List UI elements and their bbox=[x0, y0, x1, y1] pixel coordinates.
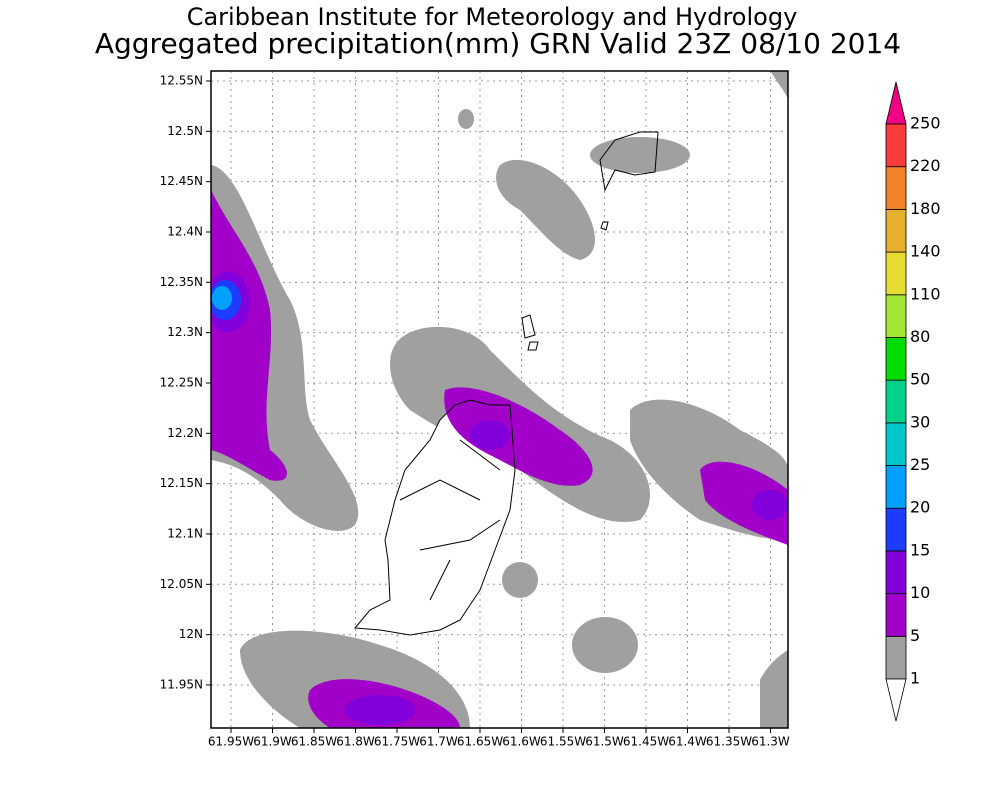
colorbar-box bbox=[885, 550, 907, 595]
colorbar-box bbox=[885, 123, 907, 168]
colorbar-label: 180 bbox=[910, 199, 941, 218]
colorbar-label: 10 bbox=[910, 583, 930, 602]
lon-label: 61.75W bbox=[374, 735, 420, 749]
lon-label: 61.45W bbox=[623, 735, 669, 749]
colorbar-label: 25 bbox=[910, 455, 930, 474]
colorbar-box bbox=[885, 251, 907, 296]
colorbar-box bbox=[885, 208, 907, 253]
colorbar-box bbox=[885, 379, 907, 424]
subtitle: Aggregated precipitation(mm) GRN Valid 2… bbox=[95, 27, 901, 60]
colorbar-label: 15 bbox=[910, 540, 930, 559]
colorbar-label: 30 bbox=[910, 412, 930, 431]
lat-label: 12.4N bbox=[167, 224, 203, 238]
colorbar-box bbox=[885, 422, 907, 466]
lon-label: 61.8W bbox=[336, 735, 375, 749]
colorbar-box bbox=[885, 507, 907, 552]
lon-label: 61.3W bbox=[751, 735, 790, 749]
colorbar-high bbox=[885, 81, 907, 125]
lat-label: 12.05N bbox=[160, 577, 203, 591]
lat-label: 12.2N bbox=[167, 426, 203, 440]
lon-label: 61.9W bbox=[253, 735, 292, 749]
map-frame bbox=[210, 70, 789, 729]
title: Caribbean Institute for Meteorology and … bbox=[187, 3, 798, 31]
colorbar-label: 110 bbox=[910, 284, 941, 303]
lon-label: 61.85W bbox=[291, 735, 337, 749]
lon-label: 61.35W bbox=[706, 735, 752, 749]
colorbar-label: 80 bbox=[910, 327, 930, 346]
lon-label: 61.4W bbox=[668, 735, 707, 749]
lat-label: 12N bbox=[179, 627, 203, 641]
colorbar-label: 220 bbox=[910, 156, 941, 175]
colorbar-label: 140 bbox=[910, 242, 941, 261]
lat-label: 12.25N bbox=[160, 375, 203, 389]
lon-label: 61.5W bbox=[585, 735, 624, 749]
colorbar-box bbox=[885, 294, 907, 338]
colorbar-box bbox=[885, 465, 907, 509]
colorbar-label: 20 bbox=[910, 498, 930, 517]
lat-label: 12.3N bbox=[167, 325, 203, 339]
lat-label: 11.95N bbox=[160, 677, 203, 691]
lon-label: 61.7W bbox=[419, 735, 458, 749]
colorbar-label: 250 bbox=[910, 114, 941, 133]
colorbar-box bbox=[885, 337, 907, 381]
lon-label: 61.95W bbox=[208, 735, 254, 749]
lat-label: 12.55N bbox=[160, 74, 203, 88]
lon-label: 61.65W bbox=[457, 735, 503, 749]
lat-label: 12.35N bbox=[160, 275, 203, 289]
colorbar-label: 1 bbox=[910, 669, 920, 688]
lat-label: 12.45N bbox=[160, 174, 203, 188]
colorbar-label: 5 bbox=[910, 626, 920, 645]
lon-label: 61.55W bbox=[540, 735, 586, 749]
precip-field bbox=[211, 71, 788, 728]
colorbar-box bbox=[885, 635, 907, 680]
colorbar-box bbox=[885, 166, 907, 210]
lat-label: 12.5N bbox=[167, 124, 203, 138]
colorbar-label: 50 bbox=[910, 370, 930, 389]
lat-label: 12.15N bbox=[160, 476, 203, 490]
lon-label: 61.6W bbox=[502, 735, 541, 749]
colorbar-low bbox=[885, 678, 907, 722]
colorbar-box bbox=[885, 593, 907, 637]
lat-label: 12.1N bbox=[167, 526, 203, 540]
